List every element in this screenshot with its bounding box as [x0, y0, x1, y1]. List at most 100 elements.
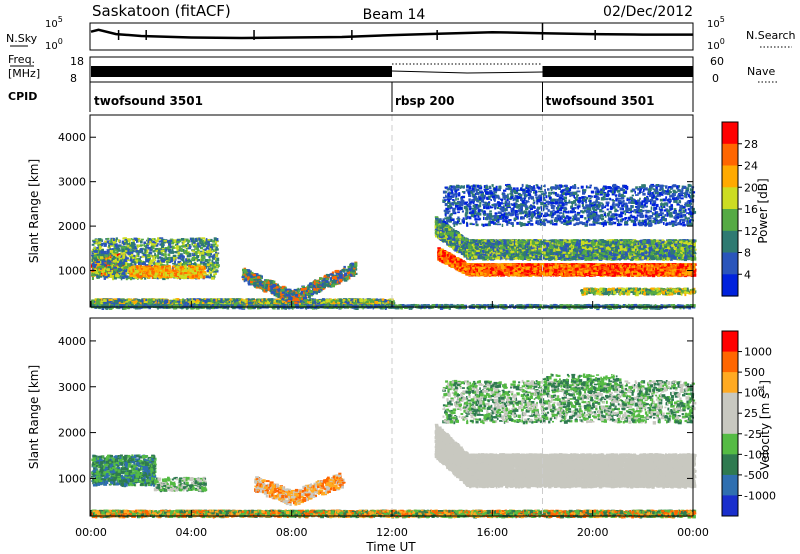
- echo-morning-patch: [180, 267, 182, 269]
- echo-morning-band: [214, 237, 217, 240]
- echo-morning-band: [92, 273, 94, 275]
- echo-morning-patch: [183, 276, 187, 280]
- echo-morning-patch: [200, 271, 202, 273]
- echo-morning-band: [108, 272, 112, 274]
- echo-morning-band: [205, 241, 207, 243]
- echo-morning-band: [155, 259, 157, 261]
- echo-morning-band: [148, 240, 150, 243]
- echo-morning-band: [209, 262, 212, 264]
- echo-morning-band: [149, 241, 151, 244]
- echo-morning-band: [130, 263, 132, 265]
- echo-morning-band: [132, 257, 134, 259]
- echo-morning-band: [121, 249, 124, 252]
- echo-morning-band: [189, 262, 191, 264]
- echo-morning-band: [103, 259, 106, 261]
- echo-morning-band: [212, 270, 214, 272]
- echo-morning-band: [206, 238, 208, 241]
- echo-morning-band: [213, 243, 216, 245]
- echo-morning-band: [145, 259, 149, 262]
- freq-label-line2: [MHz]: [8, 67, 40, 80]
- echo-morning-band: [154, 253, 156, 256]
- echo-morning-band: [144, 263, 146, 266]
- echo-e-region: [230, 298, 232, 300]
- echo-morning-patch: [144, 269, 147, 272]
- echo-morning-band: [195, 253, 198, 255]
- echo-morning-patch: [148, 275, 151, 277]
- echo-morning-patch: [138, 268, 141, 271]
- echo-morning-band: [182, 244, 185, 246]
- echo-morning-band: [178, 252, 180, 255]
- echo-morning-band: [211, 260, 213, 263]
- echo-morning-band: [100, 266, 104, 269]
- cpid-segment-0: twofsound 3501: [94, 94, 203, 108]
- echo-morning-band: [174, 251, 177, 253]
- echo-morning-patch: [168, 272, 170, 274]
- echo-morning-band: [191, 239, 193, 242]
- echo-morning-band: [100, 256, 103, 259]
- echo-morning-band: [180, 255, 184, 257]
- echo-morning-band: [103, 275, 105, 277]
- echo-morning-band: [198, 251, 201, 254]
- echo-morning-band: [187, 259, 190, 261]
- cpid-segment-2: twofsound 3501: [546, 94, 655, 108]
- echo-morning-band: [127, 245, 129, 247]
- echo-morning-patch: [133, 273, 136, 275]
- echo-morning-band: [136, 253, 138, 255]
- echo-morning-band: [138, 238, 141, 240]
- cpid-label: CPID: [8, 90, 37, 103]
- echo-morning-band: [201, 252, 204, 255]
- echo-morning-band: [113, 238, 115, 241]
- echo-morning-band: [99, 247, 102, 250]
- echo-morning-band: [94, 250, 98, 253]
- echo-morning-band: [125, 256, 127, 259]
- echo-morning-band: [195, 239, 197, 241]
- echo-morning-band: [150, 249, 153, 251]
- echo-morning-band: [170, 251, 174, 254]
- echo-morning-patch: [143, 274, 146, 277]
- echo-morning-band: [161, 243, 164, 246]
- echo-morning-patch: [179, 269, 181, 271]
- echo-morning-band: [121, 267, 123, 269]
- echo-morning-band: [203, 245, 205, 247]
- echo-morning-patch: [139, 276, 142, 279]
- echo-morning-patch: [200, 276, 202, 279]
- echo-morning-band: [193, 245, 195, 247]
- echo-morning-band: [94, 259, 98, 262]
- echo-morning-band: [140, 248, 143, 250]
- freq-bar-segment-3: [543, 66, 694, 77]
- echo-morning-band: [118, 239, 120, 242]
- echo-morning-band: [113, 242, 117, 244]
- echo-morning-band: [165, 251, 167, 253]
- echo-morning-band: [183, 260, 185, 263]
- echo-morning-band: [196, 255, 199, 258]
- echo-morning-band: [216, 245, 218, 247]
- echo-morning-patch: [184, 272, 188, 274]
- echo-morning-patch: [196, 269, 198, 271]
- echo-morning-band: [163, 258, 165, 260]
- noise-tick-top-right: 105: [707, 15, 725, 30]
- echo-morning-band: [213, 258, 215, 260]
- echo-morning-patch: [146, 266, 148, 268]
- echo-morning-band: [98, 238, 101, 241]
- echo-morning-patch: [195, 275, 198, 278]
- echo-morning-band: [92, 244, 95, 246]
- echo-morning-band: [199, 253, 201, 256]
- echo-morning-band: [216, 261, 219, 264]
- echo-morning-band: [172, 246, 175, 249]
- frequency-panel: Freq. [MHz] 18 8 60 0 Nave: [8, 53, 778, 85]
- echo-morning-patch: [152, 276, 154, 280]
- echo-morning-band: [176, 245, 179, 248]
- echo-morning-band: [210, 251, 213, 253]
- echo-morning-patch: [180, 272, 182, 275]
- echo-morning-band: [136, 250, 139, 253]
- echo-morning-band: [166, 261, 169, 263]
- echo-morning-band: [104, 241, 107, 243]
- echo-morning-band: [178, 246, 181, 249]
- echo-morning-band: [200, 261, 202, 263]
- echo-morning-band: [147, 238, 149, 240]
- echo-morning-band: [131, 238, 133, 240]
- echo-morning-band: [140, 251, 142, 253]
- echo-morning-band: [185, 258, 187, 261]
- echo-morning-band: [181, 238, 185, 241]
